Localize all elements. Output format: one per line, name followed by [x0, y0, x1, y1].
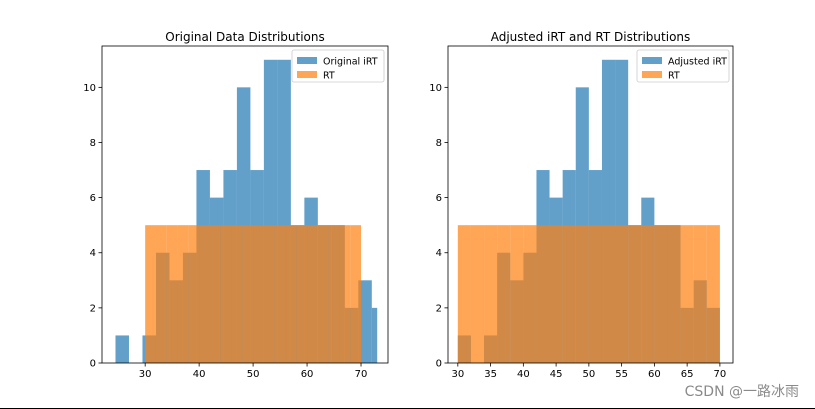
bar-rt-12: [274, 225, 286, 363]
x-tick-label: 70: [355, 369, 368, 380]
bar-rt-4: [510, 225, 524, 363]
legend-swatch: [642, 57, 662, 64]
bar-rt-3: [177, 225, 189, 363]
bar-rt-5: [199, 225, 210, 363]
chart-title: Original Data Distributions: [165, 30, 325, 44]
x-tick-label: 40: [517, 369, 530, 380]
bar-rt-9: [575, 225, 589, 363]
x-tick-label: 40: [193, 369, 206, 380]
bar-rt-7: [549, 225, 563, 363]
legend: Adjusted iRT RT: [636, 49, 730, 83]
y-tick-label: 2: [90, 303, 96, 314]
bar-rt-13: [628, 225, 642, 363]
bar-rt-16: [317, 225, 329, 363]
bar-rt-16: [667, 225, 681, 363]
y-tick-label: 0: [90, 359, 96, 370]
bar-rt-1: [155, 225, 167, 363]
x-tick-label: 35: [484, 369, 497, 380]
bar-rt-9: [242, 225, 254, 363]
chart-panel-2: 30 35 40 45 50 55 60 65 70 0 2 4 6 8 10 Adjusted iRT an…: [429, 30, 734, 380]
bar-rt-10: [253, 225, 264, 363]
y-tick-label: 4: [90, 248, 96, 259]
legend-label: RT: [323, 71, 335, 82]
bar-rt-5: [523, 225, 537, 363]
bar-rt-15: [654, 225, 668, 363]
bar-rt-7: [220, 225, 232, 363]
bar-original-irt-0: [115, 335, 129, 363]
bar-rt-10: [588, 225, 602, 363]
chart-panel-1: 30 40 50 60 70 0 2 4 6 8 10 Original Data Distribut…: [83, 30, 389, 380]
chart-title: Adjusted iRT and RT Distributions: [491, 30, 691, 44]
legend-label: Original iRT: [323, 57, 378, 68]
bar-original-irt-19: [371, 307, 378, 363]
y-tick-label: 10: [429, 83, 442, 94]
bar-rt-11: [263, 225, 275, 363]
bar-rt-2: [166, 225, 178, 363]
bar-rt-3: [497, 225, 511, 363]
legend: Original iRT RT: [291, 49, 385, 83]
bar-rt-6: [536, 225, 550, 363]
y-tick-label: 2: [436, 303, 442, 314]
legend-label: Adjusted iRT: [668, 57, 727, 68]
bar-rt-12: [615, 225, 629, 363]
bar-rt-19: [706, 225, 720, 363]
y-tick-label: 10: [83, 83, 96, 94]
csdn-watermark: CSDN @一路冰雨: [684, 384, 799, 400]
bar-rt-0: [145, 225, 156, 363]
legend-swatch: [297, 71, 317, 78]
bar-rt-1: [470, 225, 485, 363]
x-tick-label: 50: [582, 369, 595, 380]
x-tick-label: 60: [648, 369, 661, 380]
bar-rt-4: [188, 225, 200, 363]
legend-swatch: [642, 71, 662, 78]
bar-rt-8: [231, 225, 243, 363]
x-tick-label: 55: [615, 369, 628, 380]
bar-original-irt-18: [358, 280, 372, 363]
bar-rt-8: [562, 225, 576, 363]
axes-frame: [101, 45, 389, 364]
x-tick-label: 60: [301, 369, 314, 380]
y-tick-label: 6: [90, 193, 96, 204]
bar-rt-14: [641, 225, 655, 363]
legend-swatch: [297, 57, 317, 64]
x-tick-label: 30: [451, 369, 464, 380]
bar-rt-13: [285, 225, 297, 363]
bar-rt-2: [484, 225, 498, 363]
bar-rt-15: [307, 225, 318, 363]
bar-rt-19: [350, 225, 362, 363]
bar-rt-14: [296, 225, 308, 363]
x-tick-label: 50: [247, 369, 260, 380]
x-tick-label: 70: [714, 369, 727, 380]
bar-rt-17: [680, 225, 694, 363]
x-tick-label: 65: [681, 369, 694, 380]
bar-rt-6: [209, 225, 221, 363]
y-tick-label: 0: [436, 359, 442, 370]
legend-label: RT: [668, 71, 680, 82]
y-tick-label: 8: [436, 138, 442, 149]
bar-rt-17: [328, 225, 340, 363]
bar-rt-11: [601, 225, 616, 363]
bar-rt-18: [693, 225, 707, 363]
x-tick-label: 30: [139, 369, 152, 380]
bar-rt-18: [339, 225, 351, 363]
y-tick-label: 4: [436, 248, 442, 259]
x-tick-label: 45: [550, 369, 563, 380]
axes-frame: [447, 45, 734, 364]
bar-rt-0: [457, 225, 471, 363]
y-tick-label: 6: [436, 193, 442, 204]
y-tick-label: 8: [90, 138, 96, 149]
